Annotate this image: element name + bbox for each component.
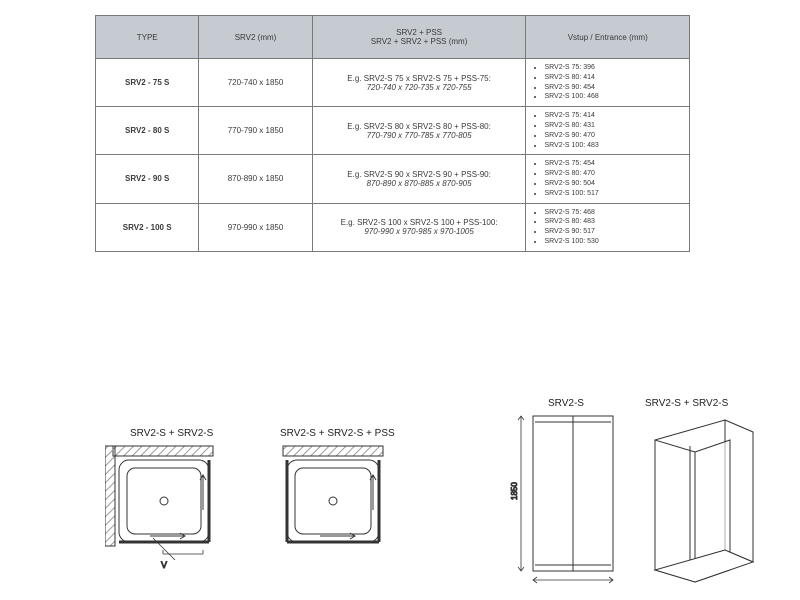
entrance-item: SRV2-S 100: 483 (544, 141, 683, 151)
type-cell: SRV2 - 100 S (96, 203, 199, 251)
entrance-item: SRV2-S 80: 431 (544, 121, 683, 131)
entrance-item: SRV2-S 90: 517 (544, 227, 683, 237)
entrance-item: SRV2-S 90: 470 (544, 131, 683, 141)
diagram-2-topview (275, 440, 405, 560)
diagram-4-isometric (635, 410, 765, 585)
entrance-cell: SRV2-S 75: 414SRV2-S 80: 431SRV2-S 90: 4… (526, 107, 690, 155)
combo-line2: 870-890 x 870-885 x 870-905 (319, 179, 520, 188)
height-dim-label: 1850 (510, 482, 519, 500)
header-combo: SRV2 + PSS SRV2 + SRV2 + PSS (mm) (312, 16, 526, 59)
combo-line1: E.g. SRV2-S 75 x SRV2-S 75 + PSS-75: (319, 74, 520, 83)
diagram-3-elevation: 1850 (505, 410, 625, 585)
entrance-item: SRV2-S 75: 454 (544, 159, 683, 169)
table-row: SRV2 - 80 S770-790 x 1850E.g. SRV2-S 80 … (96, 107, 690, 155)
entrance-item: SRV2-S 75: 396 (544, 63, 683, 73)
diagram-2-label: SRV2-S + SRV2-S + PSS (280, 428, 395, 439)
combo-line2: 970-990 x 970-985 x 970-1005 (319, 227, 520, 236)
type-cell: SRV2 - 75 S (96, 59, 199, 107)
dim-cell: 870-890 x 1850 (199, 155, 312, 203)
entrance-item: SRV2-S 100: 530 (544, 237, 683, 247)
combo-line1: E.g. SRV2-S 80 x SRV2-S 80 + PSS-80: (319, 122, 520, 131)
table-row: SRV2 - 100 S970-990 x 1850E.g. SRV2-S 10… (96, 203, 690, 251)
combo-cell: E.g. SRV2-S 90 x SRV2-S 90 + PSS-90:870-… (312, 155, 526, 203)
dim-cell: 720-740 x 1850 (199, 59, 312, 107)
header-srv2: SRV2 (mm) (199, 16, 312, 59)
entrance-item: SRV2-S 80: 483 (544, 217, 683, 227)
diagram-3-label: SRV2-S (548, 398, 584, 409)
entrance-item: SRV2-S 100: 468 (544, 92, 683, 102)
entrance-cell: SRV2-S 75: 454SRV2-S 80: 470SRV2-S 90: 5… (526, 155, 690, 203)
type-cell: SRV2 - 80 S (96, 107, 199, 155)
table-header-row: TYPE SRV2 (mm) SRV2 + PSS SRV2 + SRV2 + … (96, 16, 690, 59)
combo-cell: E.g. SRV2-S 75 x SRV2-S 75 + PSS-75:720-… (312, 59, 526, 107)
table-row: SRV2 - 90 S870-890 x 1850E.g. SRV2-S 90 … (96, 155, 690, 203)
entrance-item: SRV2-S 75: 468 (544, 208, 683, 218)
dim-cell: 770-790 x 1850 (199, 107, 312, 155)
dim-cell: 970-990 x 1850 (199, 203, 312, 251)
header-entrance: Vstup / Entrance (mm) (526, 16, 690, 59)
combo-line2: 770-790 x 770-785 x 770-805 (319, 131, 520, 140)
entrance-cell: SRV2-S 75: 396SRV2-S 80: 414SRV2-S 90: 4… (526, 59, 690, 107)
spec-table: TYPE SRV2 (mm) SRV2 + PSS SRV2 + SRV2 + … (95, 15, 690, 252)
entrance-cell: SRV2-S 75: 468SRV2-S 80: 483SRV2-S 90: 5… (526, 203, 690, 251)
entrance-item: SRV2-S 90: 454 (544, 83, 683, 93)
combo-line1: E.g. SRV2-S 100 x SRV2-S 100 + PSS-100: (319, 218, 520, 227)
entrance-item: SRV2-S 80: 470 (544, 169, 683, 179)
diagram-4-label: SRV2-S + SRV2-S (645, 398, 728, 409)
combo-line1: E.g. SRV2-S 90 x SRV2-S 90 + PSS-90: (319, 170, 520, 179)
v-label: V (161, 560, 167, 570)
diagram-1-label: SRV2-S + SRV2-S (130, 428, 213, 439)
combo-cell: E.g. SRV2-S 80 x SRV2-S 80 + PSS-80:770-… (312, 107, 526, 155)
combo-line2: 720-740 x 720-735 x 720-755 (319, 83, 520, 92)
entrance-item: SRV2-S 80: 414 (544, 73, 683, 83)
header-type: TYPE (96, 16, 199, 59)
diagram-1-topview: V (105, 440, 235, 570)
entrance-item: SRV2-S 75: 414 (544, 111, 683, 121)
entrance-item: SRV2-S 90: 504 (544, 179, 683, 189)
entrance-item: SRV2-S 100: 517 (544, 189, 683, 199)
type-cell: SRV2 - 90 S (96, 155, 199, 203)
table-row: SRV2 - 75 S720-740 x 1850E.g. SRV2-S 75 … (96, 59, 690, 107)
combo-cell: E.g. SRV2-S 100 x SRV2-S 100 + PSS-100:9… (312, 203, 526, 251)
